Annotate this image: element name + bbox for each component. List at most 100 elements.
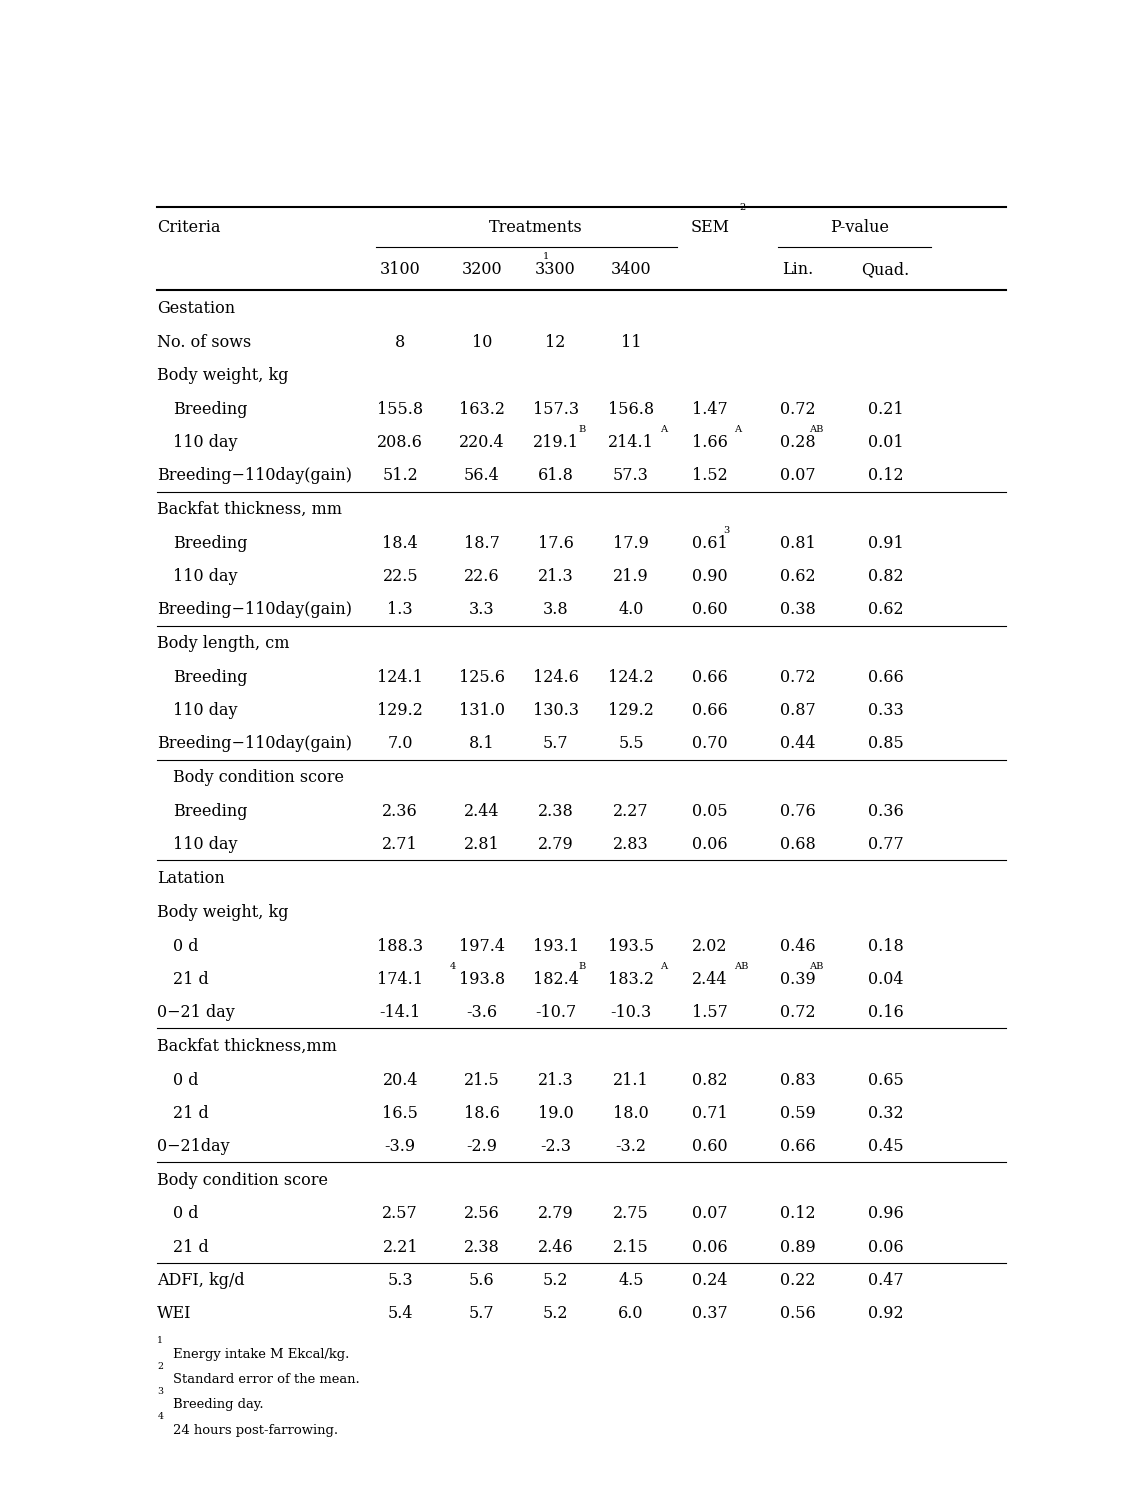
Text: 18.7: 18.7 <box>464 535 500 551</box>
Text: 157.3: 157.3 <box>532 401 578 418</box>
Text: P-value: P-value <box>830 218 889 236</box>
Text: 193.1: 193.1 <box>532 938 578 954</box>
Text: 2.79: 2.79 <box>538 1205 574 1223</box>
Text: 0.21: 0.21 <box>867 401 903 418</box>
Text: 125.6: 125.6 <box>458 669 505 687</box>
Text: 0.18: 0.18 <box>867 938 903 954</box>
Text: 0.72: 0.72 <box>780 1005 815 1021</box>
Text: 2.75: 2.75 <box>614 1205 649 1223</box>
Text: 0.92: 0.92 <box>867 1305 903 1323</box>
Text: 21 d: 21 d <box>173 1104 208 1122</box>
Text: 0.06: 0.06 <box>692 1239 728 1256</box>
Text: 129.2: 129.2 <box>377 701 423 719</box>
Text: 124.6: 124.6 <box>533 669 578 687</box>
Text: 2: 2 <box>739 202 745 211</box>
Text: B: B <box>578 425 586 434</box>
Text: 0.61: 0.61 <box>692 535 728 551</box>
Text: -14.1: -14.1 <box>379 1005 421 1021</box>
Text: B: B <box>578 961 586 970</box>
Text: 0.07: 0.07 <box>692 1205 728 1223</box>
Text: 0.07: 0.07 <box>780 468 815 484</box>
Text: 0.90: 0.90 <box>692 568 728 585</box>
Text: 21.3: 21.3 <box>538 568 574 585</box>
Text: 18.0: 18.0 <box>614 1104 649 1122</box>
Text: 0.96: 0.96 <box>867 1205 903 1223</box>
Text: 0.76: 0.76 <box>780 802 815 820</box>
Text: 4: 4 <box>157 1412 163 1421</box>
Text: A: A <box>734 425 741 434</box>
Text: 0.60: 0.60 <box>692 602 728 618</box>
Text: 0.12: 0.12 <box>780 1205 815 1223</box>
Text: 8.1: 8.1 <box>469 736 495 752</box>
Text: 174.1: 174.1 <box>377 970 423 988</box>
Text: 5.2: 5.2 <box>543 1272 568 1288</box>
Text: 0.05: 0.05 <box>692 802 728 820</box>
Text: Treatments: Treatments <box>489 218 582 236</box>
Text: -2.3: -2.3 <box>540 1138 571 1155</box>
Text: 130.3: 130.3 <box>532 701 578 719</box>
Text: AB: AB <box>809 425 824 434</box>
Text: 0.66: 0.66 <box>692 701 728 719</box>
Text: 0.32: 0.32 <box>867 1104 903 1122</box>
Text: 4.0: 4.0 <box>618 602 644 618</box>
Text: 21.1: 21.1 <box>614 1071 649 1089</box>
Text: 21.9: 21.9 <box>614 568 649 585</box>
Text: 124.2: 124.2 <box>608 669 654 687</box>
Text: 0.68: 0.68 <box>780 835 815 853</box>
Text: 2.36: 2.36 <box>383 802 418 820</box>
Text: Standard error of the mean.: Standard error of the mean. <box>173 1373 360 1386</box>
Text: 1.57: 1.57 <box>692 1005 728 1021</box>
Text: 10: 10 <box>472 333 492 351</box>
Text: 0.16: 0.16 <box>867 1005 903 1021</box>
Text: 0.28: 0.28 <box>780 434 815 452</box>
Text: 1: 1 <box>157 1336 163 1345</box>
Text: Breeding: Breeding <box>173 401 248 418</box>
Text: 0.33: 0.33 <box>867 701 903 719</box>
Text: 0.70: 0.70 <box>692 736 728 752</box>
Text: 220.4: 220.4 <box>460 434 505 452</box>
Text: 0.37: 0.37 <box>692 1305 728 1323</box>
Text: 0.66: 0.66 <box>780 1138 815 1155</box>
Text: Body condition score: Body condition score <box>173 768 344 786</box>
Text: 17.9: 17.9 <box>614 535 649 551</box>
Text: 0.91: 0.91 <box>867 535 903 551</box>
Text: 0.62: 0.62 <box>780 568 815 585</box>
Text: -3.9: -3.9 <box>385 1138 415 1155</box>
Text: 0−21day: 0−21day <box>157 1138 230 1155</box>
Text: 2.81: 2.81 <box>464 835 499 853</box>
Text: 16.5: 16.5 <box>383 1104 418 1122</box>
Text: 2.38: 2.38 <box>538 802 574 820</box>
Text: 5.7: 5.7 <box>542 736 568 752</box>
Text: 4.5: 4.5 <box>618 1272 644 1288</box>
Text: -3.6: -3.6 <box>466 1005 497 1021</box>
Text: 5.6: 5.6 <box>469 1272 495 1288</box>
Text: 3.8: 3.8 <box>542 602 568 618</box>
Text: 110 day: 110 day <box>173 568 238 585</box>
Text: Quad.: Quad. <box>861 262 910 278</box>
Text: 1.66: 1.66 <box>692 434 728 452</box>
Text: 21.3: 21.3 <box>538 1071 574 1089</box>
Text: 6.0: 6.0 <box>618 1305 644 1323</box>
Text: 0.45: 0.45 <box>867 1138 903 1155</box>
Text: 3100: 3100 <box>380 262 421 278</box>
Text: 5.5: 5.5 <box>618 736 644 752</box>
Text: 3200: 3200 <box>462 262 503 278</box>
Text: Backfat thickness,mm: Backfat thickness,mm <box>157 1037 337 1055</box>
Text: Energy intake M Ekcal/kg.: Energy intake M Ekcal/kg. <box>173 1348 350 1361</box>
Text: Breeding: Breeding <box>173 802 248 820</box>
Text: -3.2: -3.2 <box>616 1138 646 1155</box>
Text: 11: 11 <box>620 333 642 351</box>
Text: 0.44: 0.44 <box>780 736 815 752</box>
Text: Body weight, kg: Body weight, kg <box>157 367 289 385</box>
Text: No. of sows: No. of sows <box>157 333 251 351</box>
Text: 19.0: 19.0 <box>538 1104 574 1122</box>
Text: 0.47: 0.47 <box>867 1272 903 1288</box>
Text: 110 day: 110 day <box>173 701 238 719</box>
Text: 0.60: 0.60 <box>692 1138 728 1155</box>
Text: 1.3: 1.3 <box>387 602 413 618</box>
Text: A: A <box>660 961 668 970</box>
Text: Backfat thickness, mm: Backfat thickness, mm <box>157 501 342 519</box>
Text: 0.01: 0.01 <box>867 434 903 452</box>
Text: 5.3: 5.3 <box>387 1272 413 1288</box>
Text: 0.36: 0.36 <box>867 802 903 820</box>
